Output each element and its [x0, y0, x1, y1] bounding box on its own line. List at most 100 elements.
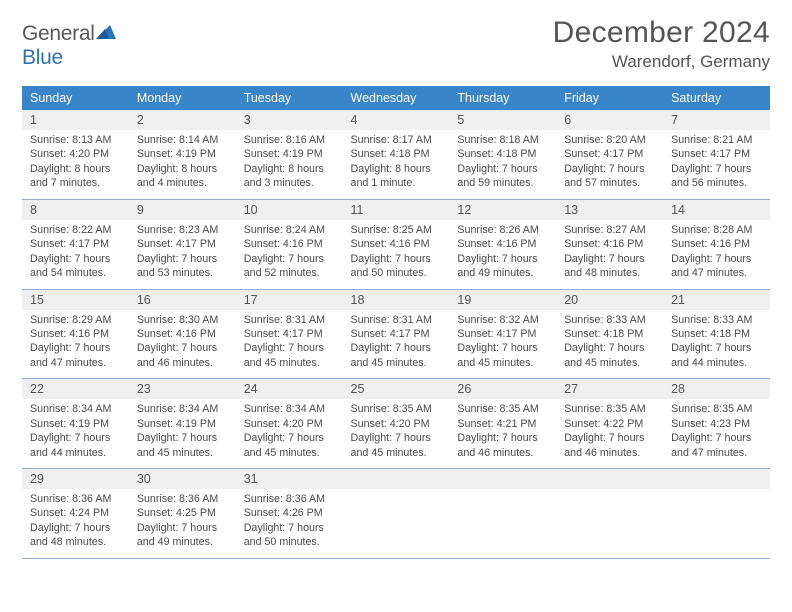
- day-info-cell: Sunrise: 8:30 AMSunset: 4:16 PMDaylight:…: [129, 310, 236, 379]
- day-number: 27: [556, 379, 663, 400]
- daylight-text: Daylight: 7 hours and 56 minutes.: [671, 162, 762, 191]
- sunrise-text: Sunrise: 8:35 AM: [457, 402, 548, 416]
- weekday-header: Wednesday: [343, 86, 450, 110]
- sunrise-text: Sunrise: 8:30 AM: [137, 313, 228, 327]
- day-info-cell: Sunrise: 8:18 AMSunset: 4:18 PMDaylight:…: [449, 130, 556, 199]
- day-number: 9: [129, 199, 236, 220]
- day-number: 1: [22, 110, 129, 130]
- sunset-text: Sunset: 4:17 PM: [244, 327, 335, 341]
- daylight-text: Daylight: 7 hours and 46 minutes.: [457, 431, 548, 460]
- day-number: 30: [129, 469, 236, 490]
- daylight-text: Daylight: 7 hours and 57 minutes.: [564, 162, 655, 191]
- sunrise-text: Sunrise: 8:35 AM: [671, 402, 762, 416]
- sunrise-text: Sunrise: 8:34 AM: [30, 402, 121, 416]
- day-info-cell: Sunrise: 8:31 AMSunset: 4:17 PMDaylight:…: [343, 310, 450, 379]
- day-info-cell: Sunrise: 8:23 AMSunset: 4:17 PMDaylight:…: [129, 220, 236, 289]
- daylight-text: Daylight: 7 hours and 45 minutes.: [564, 341, 655, 370]
- sunrise-text: Sunrise: 8:23 AM: [137, 223, 228, 237]
- weekday-header: Monday: [129, 86, 236, 110]
- daylight-text: Daylight: 7 hours and 47 minutes.: [671, 252, 762, 281]
- triangle-icon: [95, 22, 117, 40]
- day-info-cell: Sunrise: 8:17 AMSunset: 4:18 PMDaylight:…: [343, 130, 450, 199]
- daynum-row: 891011121314: [22, 199, 770, 220]
- daylight-text: Daylight: 7 hours and 47 minutes.: [671, 431, 762, 460]
- daynum-row: 293031: [22, 469, 770, 490]
- daylight-text: Daylight: 7 hours and 52 minutes.: [244, 252, 335, 281]
- daynum-row: 1234567: [22, 110, 770, 130]
- day-info-cell: Sunrise: 8:20 AMSunset: 4:17 PMDaylight:…: [556, 130, 663, 199]
- daynum-row: 22232425262728: [22, 379, 770, 400]
- day-info-row: Sunrise: 8:22 AMSunset: 4:17 PMDaylight:…: [22, 220, 770, 289]
- day-number: 13: [556, 199, 663, 220]
- daylight-text: Daylight: 7 hours and 45 minutes.: [244, 341, 335, 370]
- day-number: 4: [343, 110, 450, 130]
- daylight-text: Daylight: 7 hours and 49 minutes.: [137, 521, 228, 550]
- day-info-cell: Sunrise: 8:36 AMSunset: 4:24 PMDaylight:…: [22, 489, 129, 558]
- day-info-cell: [343, 489, 450, 558]
- day-info-cell: Sunrise: 8:35 AMSunset: 4:20 PMDaylight:…: [343, 399, 450, 468]
- sunset-text: Sunset: 4:23 PM: [671, 417, 762, 431]
- day-number: [556, 469, 663, 490]
- day-info-cell: Sunrise: 8:21 AMSunset: 4:17 PMDaylight:…: [663, 130, 770, 199]
- day-number: 21: [663, 289, 770, 310]
- day-number: 11: [343, 199, 450, 220]
- sunset-text: Sunset: 4:17 PM: [671, 147, 762, 161]
- sunset-text: Sunset: 4:22 PM: [564, 417, 655, 431]
- day-info-cell: Sunrise: 8:36 AMSunset: 4:25 PMDaylight:…: [129, 489, 236, 558]
- day-number: 22: [22, 379, 129, 400]
- daylight-text: Daylight: 7 hours and 44 minutes.: [30, 431, 121, 460]
- day-number: 23: [129, 379, 236, 400]
- sunset-text: Sunset: 4:19 PM: [137, 417, 228, 431]
- sunset-text: Sunset: 4:16 PM: [30, 327, 121, 341]
- brand-text: General Blue: [22, 22, 117, 70]
- day-number: 19: [449, 289, 556, 310]
- location-label: Warendorf, Germany: [553, 52, 770, 72]
- day-info-cell: Sunrise: 8:34 AMSunset: 4:20 PMDaylight:…: [236, 399, 343, 468]
- daylight-text: Daylight: 7 hours and 54 minutes.: [30, 252, 121, 281]
- sunrise-text: Sunrise: 8:28 AM: [671, 223, 762, 237]
- day-number: 26: [449, 379, 556, 400]
- sunset-text: Sunset: 4:18 PM: [351, 147, 442, 161]
- day-info-cell: Sunrise: 8:36 AMSunset: 4:26 PMDaylight:…: [236, 489, 343, 558]
- day-info-cell: Sunrise: 8:24 AMSunset: 4:16 PMDaylight:…: [236, 220, 343, 289]
- sunrise-text: Sunrise: 8:34 AM: [137, 402, 228, 416]
- day-number: 18: [343, 289, 450, 310]
- day-number: [449, 469, 556, 490]
- sunset-text: Sunset: 4:24 PM: [30, 506, 121, 520]
- daylight-text: Daylight: 7 hours and 48 minutes.: [564, 252, 655, 281]
- day-number: 24: [236, 379, 343, 400]
- sunrise-text: Sunrise: 8:31 AM: [244, 313, 335, 327]
- sunset-text: Sunset: 4:17 PM: [351, 327, 442, 341]
- sunrise-text: Sunrise: 8:36 AM: [30, 492, 121, 506]
- sunrise-text: Sunrise: 8:27 AM: [564, 223, 655, 237]
- daylight-text: Daylight: 7 hours and 45 minutes.: [244, 431, 335, 460]
- sunrise-text: Sunrise: 8:25 AM: [351, 223, 442, 237]
- day-number: 25: [343, 379, 450, 400]
- day-info-cell: Sunrise: 8:31 AMSunset: 4:17 PMDaylight:…: [236, 310, 343, 379]
- sunrise-text: Sunrise: 8:33 AM: [564, 313, 655, 327]
- daylight-text: Daylight: 7 hours and 45 minutes.: [457, 341, 548, 370]
- sunrise-text: Sunrise: 8:22 AM: [30, 223, 121, 237]
- day-info-cell: Sunrise: 8:34 AMSunset: 4:19 PMDaylight:…: [129, 399, 236, 468]
- daylight-text: Daylight: 7 hours and 53 minutes.: [137, 252, 228, 281]
- daylight-text: Daylight: 7 hours and 50 minutes.: [244, 521, 335, 550]
- day-info-cell: Sunrise: 8:13 AMSunset: 4:20 PMDaylight:…: [22, 130, 129, 199]
- day-number: 5: [449, 110, 556, 130]
- daylight-text: Daylight: 7 hours and 45 minutes.: [137, 431, 228, 460]
- weekday-header: Friday: [556, 86, 663, 110]
- daylight-text: Daylight: 8 hours and 4 minutes.: [137, 162, 228, 191]
- day-number: 7: [663, 110, 770, 130]
- day-number: 12: [449, 199, 556, 220]
- sunrise-text: Sunrise: 8:36 AM: [244, 492, 335, 506]
- sunrise-text: Sunrise: 8:33 AM: [671, 313, 762, 327]
- sunset-text: Sunset: 4:20 PM: [244, 417, 335, 431]
- daylight-text: Daylight: 7 hours and 45 minutes.: [351, 341, 442, 370]
- daylight-text: Daylight: 7 hours and 47 minutes.: [30, 341, 121, 370]
- sunset-text: Sunset: 4:16 PM: [671, 237, 762, 251]
- day-info-row: Sunrise: 8:34 AMSunset: 4:19 PMDaylight:…: [22, 399, 770, 468]
- day-info-cell: Sunrise: 8:33 AMSunset: 4:18 PMDaylight:…: [556, 310, 663, 379]
- sunrise-text: Sunrise: 8:35 AM: [351, 402, 442, 416]
- sunset-text: Sunset: 4:18 PM: [564, 327, 655, 341]
- sunset-text: Sunset: 4:26 PM: [244, 506, 335, 520]
- weekday-header: Saturday: [663, 86, 770, 110]
